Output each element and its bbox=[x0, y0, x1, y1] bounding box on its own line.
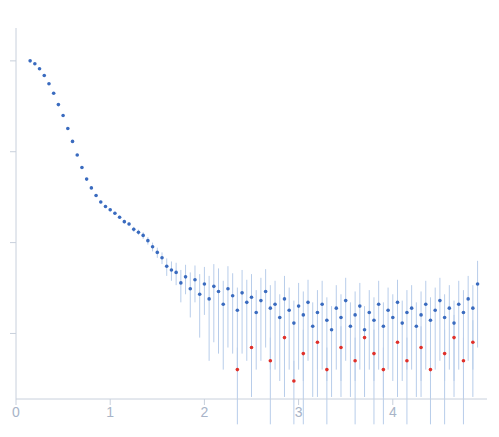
svg-text:1: 1 bbox=[106, 404, 114, 420]
svg-text:0: 0 bbox=[12, 404, 20, 420]
svg-text:4: 4 bbox=[389, 404, 397, 420]
svg-text:2: 2 bbox=[201, 404, 209, 420]
svg-text:3: 3 bbox=[295, 404, 303, 420]
